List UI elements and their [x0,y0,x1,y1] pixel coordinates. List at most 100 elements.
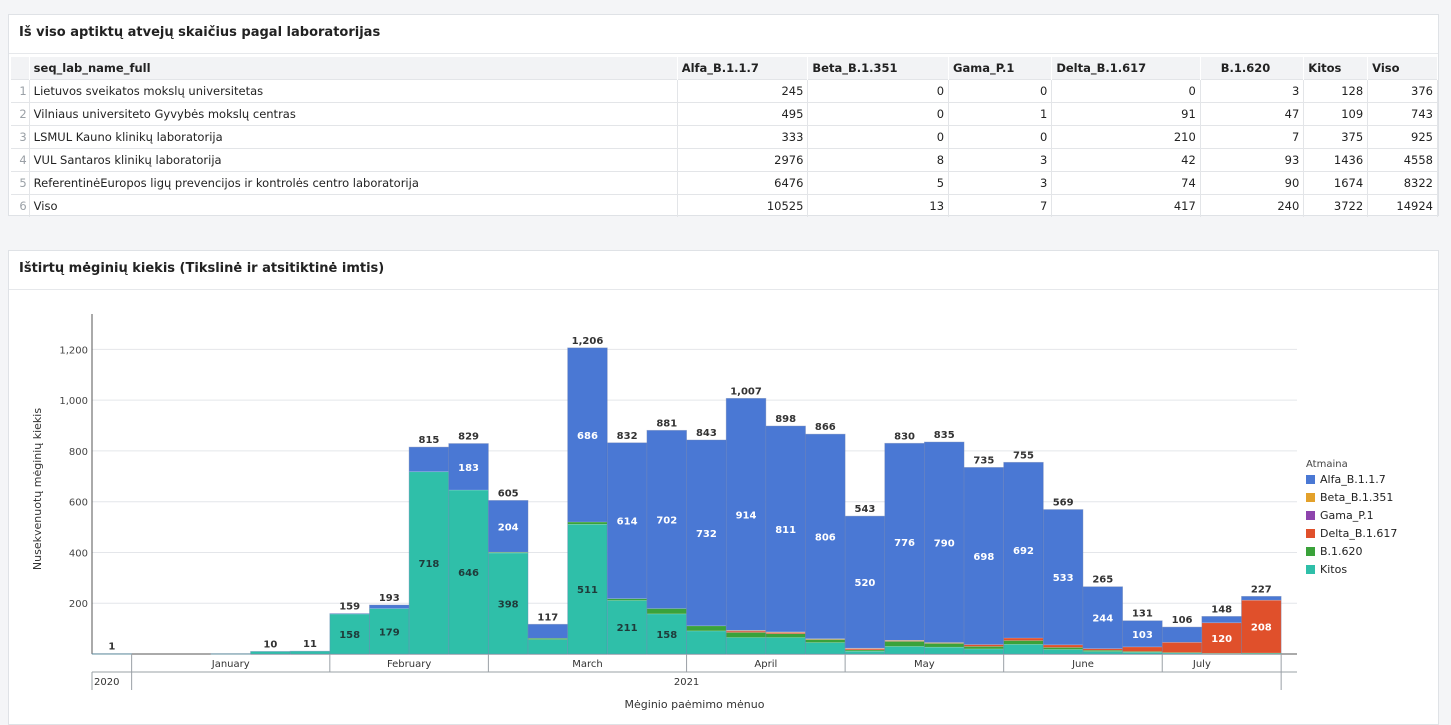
legend-item: B.1.620 [1320,545,1363,558]
cell-b1620: 93 [1200,149,1304,172]
cell-b1620: 47 [1200,103,1304,126]
column-header-b1620[interactable]: B.1.620 [1200,57,1304,80]
row-index: 1 [11,80,29,103]
delta-data-label: 208 [1251,623,1272,634]
bar-segment [924,643,964,647]
bar-segment [687,626,727,631]
lab-table-title: Iš viso aptiktų atvejų skaičius pagal la… [19,25,380,40]
cell-lab: LSMUL Kauno klinikų laboratorija [29,126,677,149]
bar-total-label: 605 [498,488,519,499]
bar-segment [766,638,806,655]
y-tick-label: 1,000 [59,396,88,407]
cell-viso: 376 [1368,80,1438,103]
cell-gama: 1 [949,103,1052,126]
bar-total-label: 1,007 [730,386,762,397]
cell-alfa: 2976 [677,149,808,172]
column-header-alfa[interactable]: Alfa_B.1.1.7 [677,57,808,80]
alfa-data-label: 614 [617,517,638,528]
bar-segment [1242,596,1282,600]
bar-segment [1162,627,1202,642]
cell-beta: 8 [808,149,949,172]
column-header-viso[interactable]: Viso [1368,57,1438,80]
cell-kitos: 1674 [1304,172,1368,195]
bar-segment [885,641,925,646]
y-tick-label: 400 [69,548,88,559]
alfa-data-label: 776 [894,538,915,549]
cell-delta: 91 [1052,103,1200,126]
column-header-beta[interactable]: Beta_B.1.351 [808,57,949,80]
cell-viso: 8322 [1368,172,1438,195]
bar-total-label: 755 [1013,450,1034,461]
kitos-data-label: 646 [458,568,479,579]
panel-divider [9,289,1438,290]
row-index: 6 [11,195,29,218]
cell-lab: VUL Santaros klinikų laboratorija [29,149,677,172]
bar-segment [845,651,885,654]
bar-total-label: 193 [379,593,400,604]
chart-title: Ištirtų mėginių kiekis (Tikslinė ir atsi… [19,261,384,276]
bar-segment [726,632,766,637]
cell-gama: 0 [949,80,1052,103]
cell-viso: 4558 [1368,149,1438,172]
bar-total-label: 829 [458,432,479,443]
y-tick-label: 600 [69,498,88,509]
bar-segment [805,643,845,654]
bar-segment [766,634,806,638]
bar-total-label: 866 [815,422,836,433]
cell-kitos: 1436 [1304,149,1368,172]
legend-swatch [1306,529,1315,538]
cell-beta: 13 [808,195,949,218]
row-index: 5 [11,172,29,195]
bar-segment [687,631,727,654]
legend-swatch [1306,475,1315,484]
legend-swatch [1306,511,1315,520]
bar-total-label: 835 [934,430,955,441]
cell-lab: Viso [29,195,677,218]
bar-total-label: 227 [1251,584,1272,595]
bar-total-label: 10 [263,639,277,650]
cell-gama: 3 [949,149,1052,172]
kitos-data-label: 158 [656,630,677,641]
lab-table: seq_lab_name_full Alfa_B.1.1.7 Beta_B.1.… [11,57,1438,217]
bar-total-label: 898 [775,414,796,425]
column-header-kitos[interactable]: Kitos [1304,57,1368,80]
alfa-data-label: 790 [934,538,955,549]
column-header-index [11,57,29,80]
alfa-data-label: 183 [458,463,479,474]
alfa-data-label: 732 [696,529,717,540]
column-header-gama[interactable]: Gama_P.1 [949,57,1052,80]
alfa-data-label: 520 [855,578,876,589]
alfa-data-label: 811 [775,525,796,536]
row-index: 3 [11,126,29,149]
cell-kitos: 128 [1304,80,1368,103]
kitos-data-label: 211 [617,623,638,634]
bar-total-label: 117 [537,612,558,623]
bar-total-label: 11 [303,639,317,650]
cell-b1620: 3 [1200,80,1304,103]
year-label: 2021 [674,677,699,688]
kitos-data-label: 511 [577,585,598,596]
alfa-data-label: 806 [815,532,836,543]
legend-item: Delta_B.1.617 [1320,527,1397,540]
alfa-data-label: 698 [973,552,994,563]
column-header-lab[interactable]: seq_lab_name_full [29,57,677,80]
legend-item: Kitos [1320,563,1347,576]
bar-total-label: 830 [894,431,915,442]
bar-total-label: 569 [1053,498,1074,509]
bar-segment [964,649,1004,654]
bar-total-label: 815 [418,435,439,446]
legend-swatch [1306,547,1315,556]
row-index: 4 [11,149,29,172]
lab-table-panel: Iš viso aptiktų atvejų skaičius pagal la… [8,14,1439,216]
cell-viso: 14924 [1368,195,1438,218]
alfa-data-label: 533 [1053,573,1074,584]
y-tick-label: 1,200 [59,345,88,356]
column-header-delta[interactable]: Delta_B.1.617 [1052,57,1200,80]
